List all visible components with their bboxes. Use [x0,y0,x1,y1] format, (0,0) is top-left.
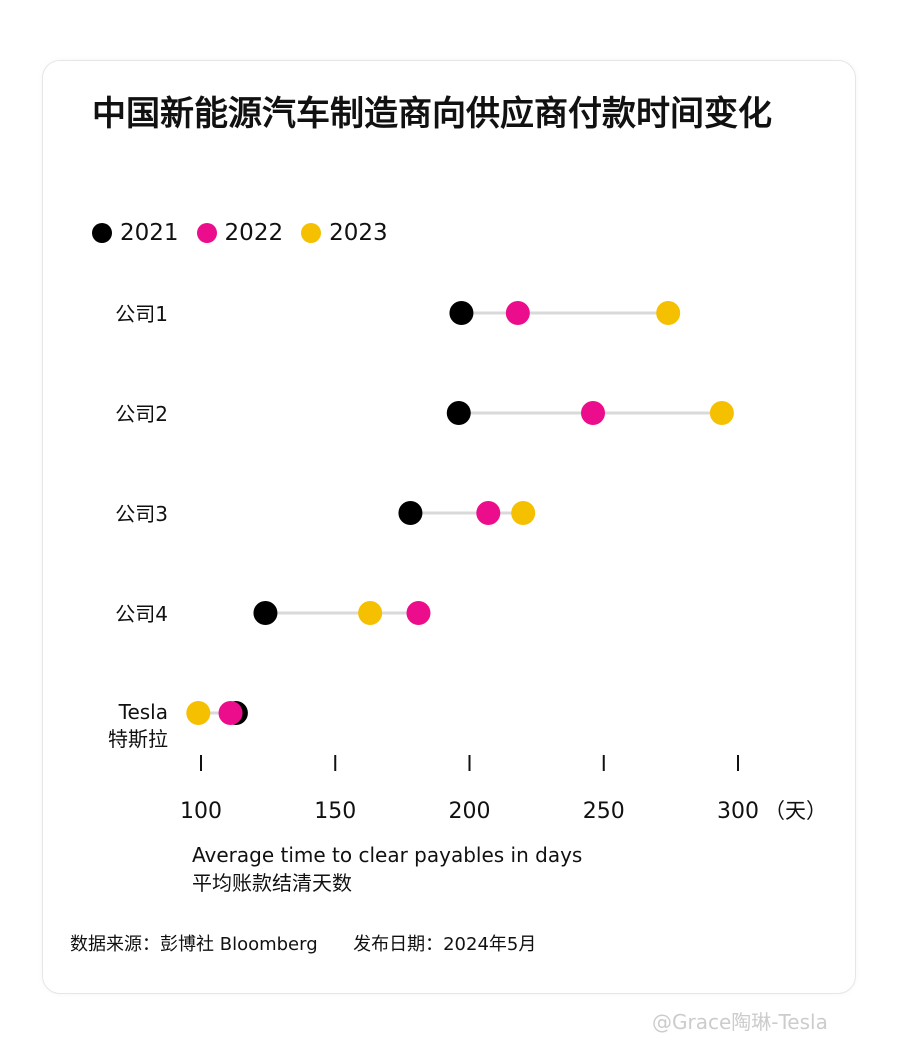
point-2023 [709,401,734,425]
point-2021 [449,301,474,325]
category-label: 公司3 [115,502,168,526]
x-tick-label: 200 [449,799,491,824]
point-2022 [505,301,530,325]
category-label: 公司1 [115,302,168,326]
legend: 2021 2022 2023 [92,220,388,246]
category-label: 特斯拉 [108,727,168,751]
x-axis-label-en: Average time to clear payables in days [192,843,583,867]
source: 数据来源：彭博社 Bloomberg [70,934,318,955]
category-label: Tesla [118,700,168,724]
x-tick-label: 100 [180,799,222,824]
point-2022 [476,501,501,525]
legend-label: 2022 [224,220,284,246]
legend-dot [196,223,217,243]
published-date: 发布日期：2024年5月 [353,934,537,955]
legend-label: 2021 [120,220,179,246]
x-axis-label: Average time to clear payables in days 平… [192,841,582,897]
chart-card [42,60,856,994]
watermark: @Grace陶琳-Tesla [652,1010,828,1034]
legend-label: 2023 [329,220,388,246]
x-unit-label: （天） [764,799,827,823]
legend-item-2023: 2023 [301,220,388,246]
point-2023 [186,701,211,725]
point-2023 [358,601,383,625]
point-2022 [406,601,431,625]
point-2021 [446,401,471,425]
legend-item-2022: 2022 [196,220,284,246]
category-label: 公司2 [115,402,168,426]
point-2022 [218,701,243,725]
x-tick-label: 300 [717,799,759,824]
point-2023 [656,301,681,325]
legend-dot [301,223,322,243]
point-2022 [581,401,606,425]
point-2023 [511,501,536,525]
point-2021 [253,601,278,625]
legend-dot [92,223,112,243]
x-axis-label-zh: 平均账款结清天数 [192,871,352,895]
source-line: 数据来源：彭博社 Bloomberg 发布日期：2024年5月 [70,930,536,956]
point-2021 [398,501,423,525]
chart-title: 中国新能源汽车制造商向供应商付款时间变化 [92,94,772,134]
category-label: 公司4 [115,602,168,626]
legend-item-2021: 2021 [92,220,179,246]
x-tick-label: 250 [583,799,625,824]
x-tick-label: 150 [314,799,356,824]
